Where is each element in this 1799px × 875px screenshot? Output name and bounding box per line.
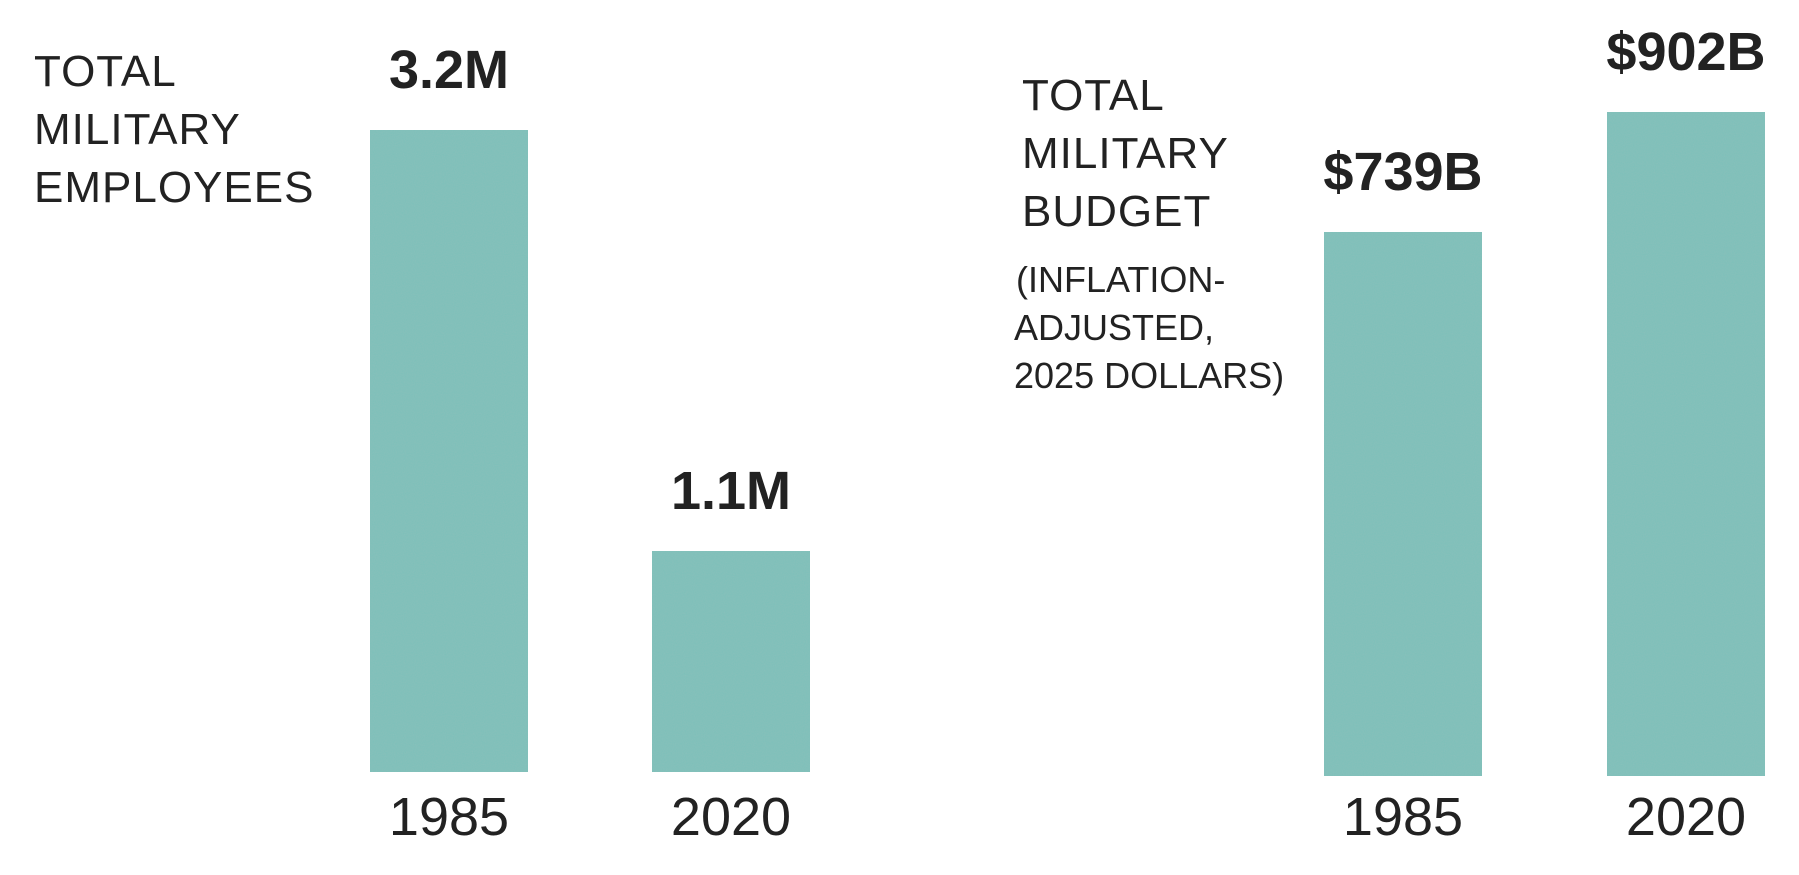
chart1-title-line-3: EMPLOYEES [34,163,314,212]
chart2-value-label-1985: $739B [1323,142,1482,202]
chart1-value-label-2020: 1.1M [671,461,791,521]
chart2-bar-2020 [1607,112,1765,776]
chart1-category-2020: 2020 [671,787,791,847]
chart1-bar-2020 [652,551,810,772]
chart1-title-line-1: TOTAL [34,47,177,96]
chart1-category-1985: 1985 [389,787,509,847]
chart2-subtitle-line-2: ADJUSTED, [1014,307,1214,348]
chart2-category-1985: 1985 [1343,787,1463,847]
chart2-value-label-2020: $902B [1606,22,1765,82]
chart2-category-2020: 2020 [1626,787,1746,847]
chart2-title-line-3: BUDGET [1022,187,1211,236]
chart-employees: TOTAL MILITARY EMPLOYEES 3.2M 1.1M 1985 … [34,40,810,847]
chart2-subtitle-line-1: (INFLATION- [1016,259,1225,300]
chart2-title-line-2: MILITARY [1022,129,1229,178]
chart2-title-line-1: TOTAL [1022,71,1165,120]
chart1-bar-1985 [370,130,528,772]
chart1-value-label-1985: 3.2M [389,40,509,100]
chart-budget: TOTAL MILITARY BUDGET (INFLATION- ADJUST… [1014,22,1766,847]
chart1-title-line-2: MILITARY [34,105,241,154]
chart2-subtitle-line-3: 2025 DOLLARS) [1014,355,1284,396]
chart2-bar-1985 [1324,232,1482,776]
